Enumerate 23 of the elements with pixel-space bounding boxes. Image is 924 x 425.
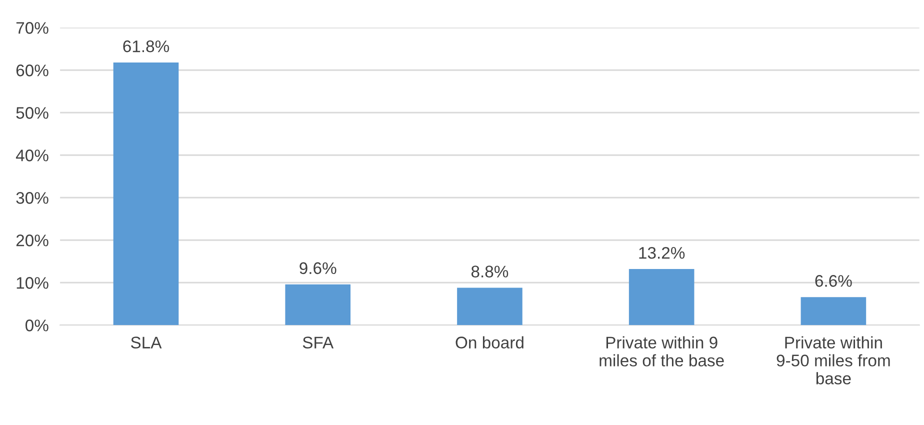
- data-label: 6.6%: [815, 275, 852, 287]
- y-tick-label: 50%: [16, 107, 48, 119]
- bar: [285, 284, 351, 326]
- y-tick-label: 70%: [16, 22, 48, 34]
- bar: [628, 269, 694, 326]
- bar: [457, 288, 522, 326]
- data-label: 8.8%: [471, 266, 508, 278]
- data-label: 13.2%: [639, 246, 685, 259]
- y-tick-label: 40%: [16, 150, 48, 162]
- x-tick-label: Private within 9-50 miles from base: [776, 336, 890, 384]
- y-tick-label: 10%: [16, 277, 48, 289]
- y-tick-label: 60%: [16, 64, 48, 76]
- bar: [113, 62, 179, 326]
- x-tick-label: SLA: [131, 336, 162, 348]
- data-label: 61.8%: [123, 40, 170, 52]
- y-tick-label: 20%: [16, 234, 48, 246]
- y-tick-label: 0%: [26, 320, 48, 332]
- y-tick-label: 30%: [16, 192, 48, 204]
- data-label: 9.6%: [300, 262, 336, 274]
- bar: [800, 297, 866, 326]
- x-tick-label: On board: [456, 336, 524, 348]
- x-tick-label: Private within 9 miles of the base: [600, 336, 724, 366]
- x-tick-label: SFA: [302, 336, 334, 348]
